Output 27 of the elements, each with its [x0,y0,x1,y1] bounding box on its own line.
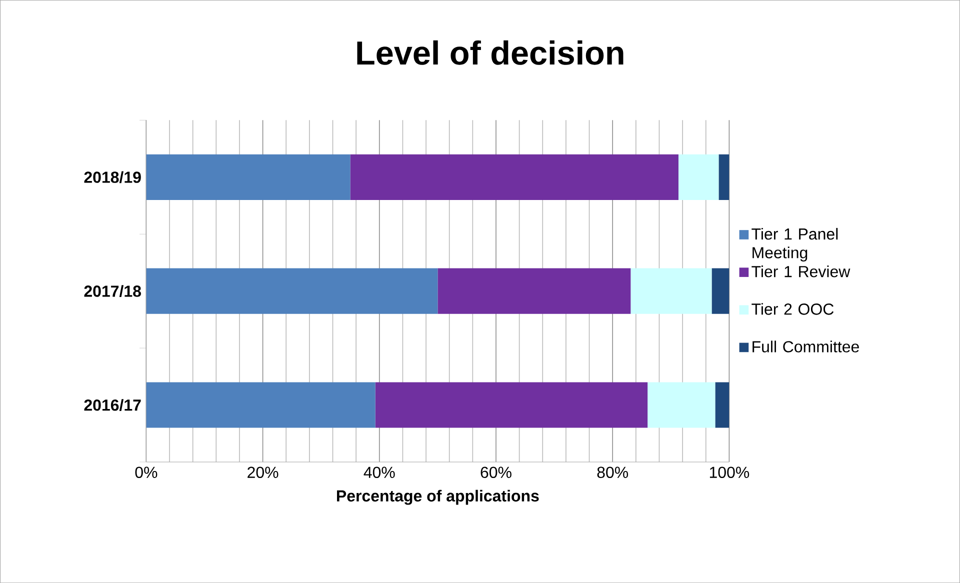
bar [350,154,678,200]
y-tick-label: 2017/18 [84,285,141,297]
legend-label: Tier 1 Panel Meeting [752,228,838,262]
bar [715,382,730,428]
bar [712,268,730,314]
bar [630,268,712,314]
x-tick-label: 20% [248,466,278,478]
chart-title: Level of decision [357,40,624,65]
bar [648,382,716,428]
bar [375,382,648,428]
legend-label: Tier 1 Review [752,265,850,278]
x-tick-label: 100% [710,466,750,478]
bar [718,154,730,200]
legend-label: Tier 2 OOC [752,302,834,315]
legend-label: Full Committee [752,340,859,352]
bar [678,154,719,200]
x-tick-label: 40% [364,466,395,478]
bar [146,268,438,314]
x-tick-label: 60% [480,466,512,478]
x-axis-title: Percentage of applications [337,490,539,505]
bar [146,382,376,428]
x-tick-label: 0% [135,466,158,478]
x-tick-label: 80% [597,466,628,478]
y-tick-label: 2016/17 [84,398,141,411]
bar [438,268,631,314]
bar [146,154,350,200]
y-tick-label: 2018/19 [84,171,141,184]
